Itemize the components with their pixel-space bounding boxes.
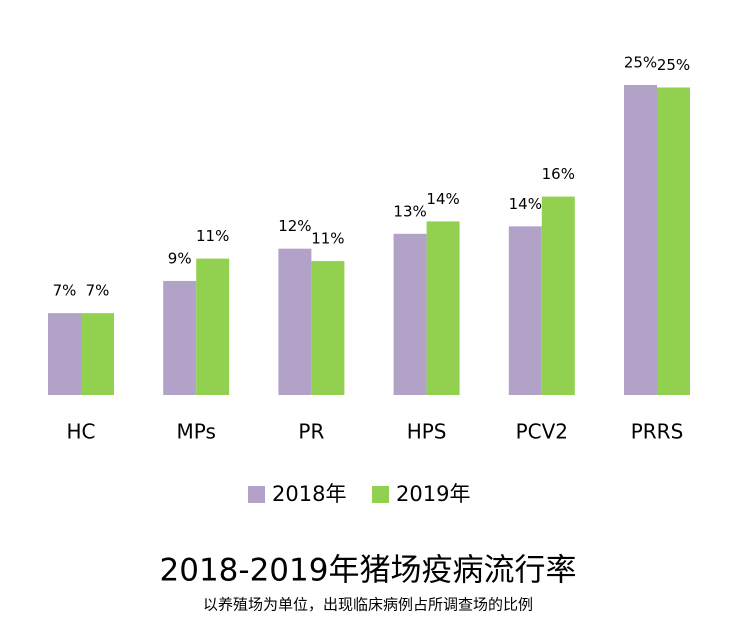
bar bbox=[541, 196, 575, 395]
value-label: 9% bbox=[168, 249, 192, 267]
bar bbox=[508, 226, 542, 395]
value-label: 25% bbox=[657, 56, 690, 74]
x-tick-label: PR bbox=[298, 420, 324, 444]
bar bbox=[426, 221, 460, 395]
value-label: 14% bbox=[426, 190, 459, 208]
value-label: 7% bbox=[53, 282, 77, 300]
value-label: 14% bbox=[509, 195, 542, 213]
value-label: 11% bbox=[196, 227, 229, 245]
chart-title: 2018-2019年猪场疫病流行率 bbox=[160, 553, 577, 589]
x-tick-label: HPS bbox=[407, 420, 447, 444]
x-tick-label: HC bbox=[66, 420, 95, 444]
legend-label: 2018年 bbox=[272, 482, 346, 506]
chart-subtitle: 以养殖场为单位，出现临床病例占所调查场的比例 bbox=[203, 596, 533, 614]
bar bbox=[393, 233, 427, 395]
value-label: 11% bbox=[311, 230, 344, 248]
value-label: 12% bbox=[278, 217, 311, 235]
bar bbox=[311, 261, 345, 395]
legend-swatch bbox=[372, 486, 389, 503]
bar bbox=[278, 248, 312, 395]
value-label: 13% bbox=[393, 202, 426, 220]
value-label: 25% bbox=[624, 54, 657, 72]
bar bbox=[657, 87, 690, 395]
value-label: 16% bbox=[542, 165, 575, 183]
value-label: 7% bbox=[86, 282, 110, 300]
bar bbox=[196, 258, 230, 395]
bar bbox=[624, 85, 657, 395]
bar bbox=[81, 313, 114, 395]
bar bbox=[48, 313, 81, 395]
x-tick-label: PCV2 bbox=[516, 420, 568, 444]
x-tick-label: PRRS bbox=[631, 420, 684, 444]
legend-swatch bbox=[248, 486, 265, 503]
legend-label: 2019年 bbox=[396, 482, 470, 506]
x-tick-label: MPs bbox=[177, 420, 216, 444]
bar bbox=[163, 280, 197, 395]
